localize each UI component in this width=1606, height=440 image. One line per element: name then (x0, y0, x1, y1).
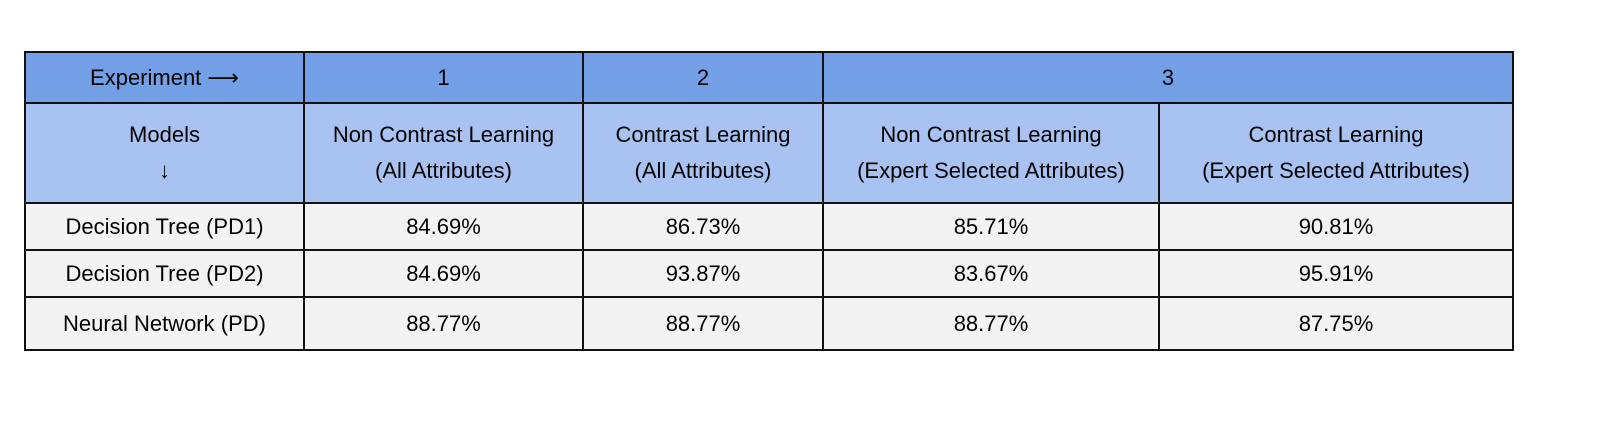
accuracy-cell: 84.69% (303, 249, 584, 298)
experiment-2-header: 2 (582, 51, 824, 104)
models-header: Models ↓ (24, 102, 305, 204)
accuracy-cell: 87.75% (1158, 296, 1514, 351)
column-header-4-line1: Contrast Learning (1248, 122, 1424, 147)
accuracy-cell: 88.77% (822, 296, 1160, 351)
table-row: Decision Tree (PD1) 84.69% 86.73% 85.71%… (24, 202, 1514, 251)
experiment-label: Experiment ⟶ (24, 51, 305, 104)
accuracy-cell: 95.91% (1158, 249, 1514, 298)
column-header-3-line1: Non Contrast Learning (880, 122, 1102, 147)
accuracy-cell: 93.87% (582, 249, 824, 298)
accuracy-cell: 88.77% (582, 296, 824, 351)
accuracy-cell: 85.71% (822, 202, 1160, 251)
column-header-2: Contrast Learning (All Attributes) (582, 102, 824, 204)
models-label: Models (129, 122, 200, 147)
accuracy-cell: 90.81% (1158, 202, 1514, 251)
column-header-1-line1: Non Contrast Learning (332, 122, 555, 147)
column-header-4: Contrast Learning (Expert Selected Attri… (1158, 102, 1514, 204)
column-header-3-line2: (Expert Selected Attributes) (857, 158, 1125, 183)
column-header-2-line1: Contrast Learning (615, 122, 791, 147)
table-row: Neural Network (PD) 88.77% 88.77% 88.77%… (24, 296, 1514, 351)
column-header-1: Non Contrast Learning (All Attributes) (303, 102, 584, 204)
experiment-1-header: 1 (303, 51, 584, 104)
accuracy-cell: 86.73% (582, 202, 824, 251)
model-name-cell: Decision Tree (PD2) (24, 249, 305, 298)
column-header-row: Models ↓ Non Contrast Learning (All Attr… (24, 102, 1514, 204)
results-table: Experiment ⟶ 1 2 3 Models ↓ Non Contrast… (24, 51, 1514, 351)
table-row: Decision Tree (PD2) 84.69% 93.87% 83.67%… (24, 249, 1514, 298)
model-name-cell: Decision Tree (PD1) (24, 202, 305, 251)
column-header-3: Non Contrast Learning (Expert Selected A… (822, 102, 1160, 204)
experiment-row: Experiment ⟶ 1 2 3 (24, 51, 1514, 104)
accuracy-cell: 88.77% (303, 296, 584, 351)
down-arrow-icon: ↓ (159, 158, 170, 183)
column-header-4-line2: (Expert Selected Attributes) (1202, 158, 1470, 183)
accuracy-cell: 83.67% (822, 249, 1160, 298)
experiment-3-header: 3 (822, 51, 1514, 104)
column-header-1-line2: (All Attributes) (375, 158, 512, 183)
accuracy-cell: 84.69% (303, 202, 584, 251)
column-header-2-line2: (All Attributes) (634, 158, 772, 183)
model-name-cell: Neural Network (PD) (24, 296, 305, 351)
